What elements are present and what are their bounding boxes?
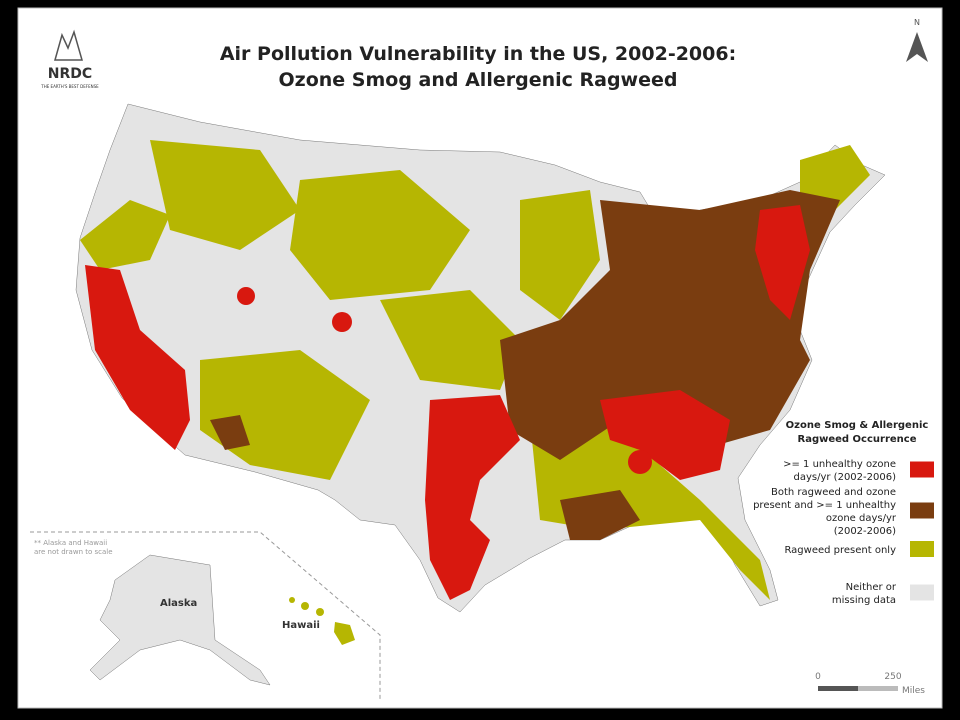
island bbox=[334, 622, 355, 645]
alaska-label: Alaska bbox=[160, 598, 197, 609]
logo-tagline: THE EARTH'S BEST DEFENSE bbox=[40, 84, 99, 89]
title-line: Ozone Smog and Allergenic Ragweed bbox=[279, 69, 678, 91]
legend-label: Both ragweed and ozone bbox=[771, 487, 896, 498]
scale-unit: Miles bbox=[902, 686, 925, 696]
scale-bar: 0 250 Miles bbox=[815, 672, 925, 696]
ozone-region bbox=[628, 450, 652, 474]
ozone-region bbox=[332, 312, 352, 332]
legend-title: Ragweed Occurrence bbox=[798, 434, 917, 445]
ozone-region bbox=[755, 205, 810, 320]
legend-swatch bbox=[910, 461, 934, 478]
legend-label: missing data bbox=[832, 595, 896, 606]
legend-label: days/yr (2002-2006) bbox=[794, 472, 897, 483]
scale-label: 0 bbox=[815, 672, 821, 682]
ragweed-region bbox=[380, 290, 520, 390]
ragweed-region bbox=[150, 140, 300, 250]
ozone-region bbox=[85, 265, 190, 450]
ragweed-region bbox=[80, 200, 170, 270]
both-region bbox=[560, 490, 640, 540]
legend-label: Ragweed present only bbox=[784, 545, 896, 556]
ozone-region bbox=[600, 390, 730, 480]
ragweed-region bbox=[290, 170, 470, 300]
hawaii-label: Hawaii bbox=[282, 620, 320, 631]
alaska-shape bbox=[89, 554, 271, 686]
logo: NRDC THE EARTH'S BEST DEFENSE bbox=[40, 29, 99, 89]
legend-title: Ozone Smog & Allergenic bbox=[786, 420, 929, 431]
legend-label: Neither or bbox=[846, 582, 897, 593]
title-line: Air Pollution Vulnerability in the US, 2… bbox=[220, 43, 736, 65]
inset-divider bbox=[30, 531, 381, 700]
legend-swatch bbox=[910, 502, 934, 519]
legend: Ozone Smog & Allergenic Ragweed Occurren… bbox=[753, 420, 934, 606]
ragweed-region bbox=[200, 350, 370, 480]
ragweed-region bbox=[520, 190, 600, 320]
north-arrow bbox=[906, 32, 928, 62]
scale-segment bbox=[858, 686, 898, 691]
legend-swatch bbox=[910, 541, 934, 557]
legend-swatch bbox=[910, 584, 934, 601]
island bbox=[301, 602, 309, 610]
both-region bbox=[500, 190, 840, 460]
legend-label: (2002-2006) bbox=[834, 526, 896, 537]
ozone-region bbox=[425, 395, 520, 600]
island bbox=[316, 608, 324, 616]
scale-label: 250 bbox=[884, 672, 901, 682]
both-region bbox=[210, 415, 250, 450]
logo-text: NRDC bbox=[48, 66, 92, 82]
north-label: N bbox=[914, 18, 920, 27]
legend-label: present and >= 1 unhealthy bbox=[753, 500, 896, 511]
legend-label: >= 1 unhealthy ozone bbox=[783, 459, 896, 470]
legend-label: ozone days/yr bbox=[826, 513, 897, 524]
island bbox=[289, 597, 295, 603]
inset-note: are not drawn to scale bbox=[34, 548, 113, 556]
inset-note: ** Alaska and Hawaii bbox=[34, 539, 107, 547]
scale-segment bbox=[818, 686, 858, 691]
hawaii-shape bbox=[289, 597, 355, 645]
ozone-region bbox=[237, 287, 255, 305]
us-map bbox=[75, 103, 886, 613]
ragweed-region bbox=[530, 420, 770, 600]
